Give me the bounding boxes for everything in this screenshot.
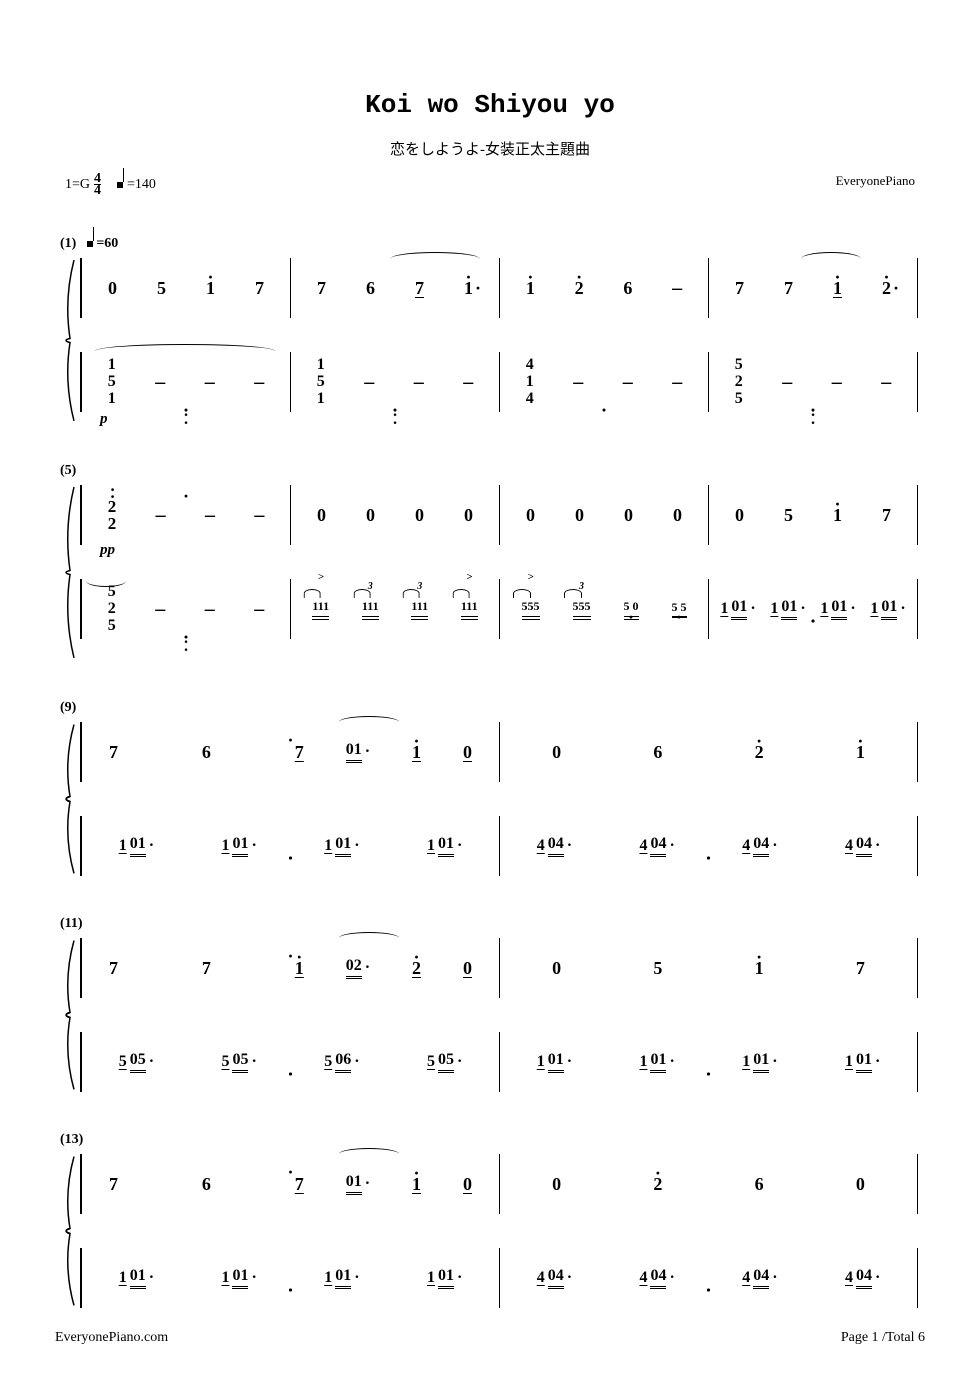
song-subtitle: 恋をしようよ-女装正太主題曲 [55,138,925,159]
upper-staff: 77 1 02· 2 0 05 1 7 [78,938,920,998]
brace-icon [60,485,78,660]
upper-staff: 76 7 01· 1 0 0 2 60 [78,1154,920,1214]
key-tempo: 1=G 4 4 =140 [65,173,156,196]
lower-staff: 101· 101· 101· 101· 404· 404· 404· 404· [78,1248,920,1308]
section-13: (13) 76 7 01· 1 0 [55,1132,925,1308]
section-11: (11) 77 1 02· 2 0 [55,916,925,1092]
brace-icon [60,1154,78,1308]
upper-staff: 0 5 1 7 7 6 7 1· 1 2 [78,258,920,318]
quarter-note-icon [87,241,93,247]
header-row: 1=G 4 4 =140 EveryonePiano [55,173,925,196]
lower-staff: p 151 ––– 151 ––– 414 ––– [78,352,920,412]
section-label: (11) [60,916,920,932]
brace-icon [60,938,78,1092]
dynamic-p: p [100,411,108,428]
lower-staff: 525 ––– 111 111 111 111 555 555 5 0 [78,579,920,639]
section-1: (1) =60 0 5 1 7 [55,236,925,423]
credit: EveryonePiano [836,173,915,196]
brace-icon [60,722,78,876]
section-5: (5) pp ··2 2 ––– 0000 [55,463,925,660]
upper-staff: pp ··2 2 ––– 0000 0000 05 [78,485,920,545]
lower-staff: 505· 505· 506· 505· 101· 101· 101· 101· [78,1032,920,1092]
section-label: (13) [60,1132,920,1148]
section-label: (9) [60,700,920,716]
upper-staff: 76 7 01· 1 0 06 2 1 [78,722,920,782]
time-sig-frac: 4 4 [94,173,101,196]
dynamic-pp: pp [100,542,115,559]
footer: EveryonePiano.com Page 1 /Total 6 [55,1330,925,1346]
sheet-music-page: Koi wo Shiyou yo 恋をしようよ-女装正太主題曲 1=G 4 4 … [0,0,980,1386]
tempo-main: =140 [127,177,156,193]
footer-left: EveryonePiano.com [55,1330,168,1346]
quarter-note-icon [117,182,123,188]
section-label: (5) [60,463,920,479]
brace-icon [60,258,78,423]
section-label: (1) =60 [60,236,920,252]
footer-right: Page 1 /Total 6 [841,1330,925,1346]
song-title: Koi wo Shiyou yo [55,90,925,120]
section-9: (9) 76 7 01· 1 0 0 [55,700,925,876]
lower-staff: 101· 101· 101· 101· 404· 404· 404· 404· [78,816,920,876]
key-signature: 1=G [65,177,90,193]
